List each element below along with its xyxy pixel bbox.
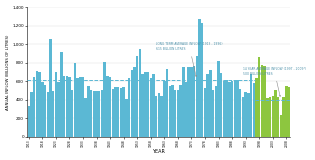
Bar <box>136 56 138 137</box>
Bar <box>55 72 57 137</box>
Bar <box>285 86 288 137</box>
Bar <box>272 96 274 137</box>
Bar <box>171 85 174 137</box>
Bar <box>266 98 269 137</box>
Bar <box>196 56 198 137</box>
Bar <box>36 71 38 137</box>
Bar <box>150 77 152 137</box>
Bar <box>163 81 166 137</box>
Bar <box>68 77 71 137</box>
Bar <box>76 77 79 137</box>
Bar <box>209 70 212 137</box>
Bar <box>114 87 117 137</box>
Bar <box>223 81 225 137</box>
Bar <box>93 91 95 137</box>
Bar <box>33 77 35 137</box>
Bar <box>117 87 119 137</box>
Bar <box>217 61 220 137</box>
Bar <box>87 86 90 137</box>
Bar <box>47 92 49 137</box>
Bar <box>282 97 285 137</box>
Bar <box>261 64 263 137</box>
Bar <box>231 81 233 137</box>
Bar <box>57 82 60 137</box>
Bar <box>206 74 209 137</box>
Bar <box>90 90 92 137</box>
Bar <box>52 91 54 137</box>
Bar <box>30 92 33 137</box>
Bar <box>74 63 76 137</box>
Bar <box>133 67 136 137</box>
Bar <box>236 80 239 137</box>
Bar <box>82 77 84 137</box>
Bar <box>253 83 255 137</box>
Bar <box>49 39 52 137</box>
Bar <box>193 66 195 137</box>
Bar <box>269 97 271 137</box>
Bar <box>255 77 258 137</box>
Bar <box>177 90 179 137</box>
Bar <box>131 70 133 137</box>
Bar <box>185 82 187 137</box>
Bar <box>187 67 190 137</box>
Bar <box>41 82 43 137</box>
Bar <box>277 97 279 137</box>
Bar <box>242 97 244 137</box>
Bar <box>95 91 98 137</box>
Bar <box>263 66 266 137</box>
Bar <box>141 74 144 137</box>
Bar <box>106 76 109 137</box>
Bar <box>79 77 82 137</box>
Bar <box>28 106 30 137</box>
Bar <box>120 88 122 137</box>
Bar <box>201 23 203 137</box>
Bar <box>44 85 46 137</box>
Bar <box>198 19 201 137</box>
Bar <box>160 96 163 137</box>
Bar <box>226 80 228 137</box>
Bar <box>274 91 277 137</box>
Bar <box>63 76 65 137</box>
Bar <box>182 67 185 137</box>
Bar <box>169 86 171 137</box>
Bar <box>125 99 128 137</box>
Bar <box>179 85 182 137</box>
Bar <box>258 57 261 137</box>
Bar <box>234 80 236 137</box>
Bar <box>228 82 231 137</box>
Bar <box>123 87 125 137</box>
Bar <box>155 96 158 137</box>
Bar <box>288 87 290 137</box>
Bar <box>190 67 193 137</box>
Bar <box>144 72 146 137</box>
Bar <box>109 77 111 137</box>
Bar <box>139 49 141 137</box>
Bar <box>204 88 206 137</box>
Text: 14 YEAR AVERAGE INFLOW (1997 - 2009*)
500 BILLION LITRES: 14 YEAR AVERAGE INFLOW (1997 - 2009*) 50… <box>243 67 306 96</box>
Bar <box>101 90 103 137</box>
Bar <box>147 72 149 137</box>
Bar <box>174 91 176 137</box>
Bar <box>247 93 249 137</box>
Bar <box>128 77 130 137</box>
Bar <box>66 76 68 137</box>
Bar <box>38 72 41 137</box>
Y-axis label: ANNUAL INFLOW (BILLIONS OF LITRES): ANNUAL INFLOW (BILLIONS OF LITRES) <box>6 34 9 110</box>
Bar <box>152 74 155 137</box>
Bar <box>84 98 87 137</box>
Bar <box>244 92 247 137</box>
X-axis label: YEAR: YEAR <box>152 149 165 154</box>
Bar <box>158 93 160 137</box>
Bar <box>220 73 222 137</box>
Bar <box>112 89 114 137</box>
Bar <box>98 91 100 137</box>
Bar <box>280 115 282 137</box>
Bar <box>212 91 214 137</box>
Bar <box>103 62 106 137</box>
Bar <box>239 89 241 137</box>
Bar <box>250 74 252 137</box>
Bar <box>71 91 73 137</box>
Bar <box>166 69 168 137</box>
Bar <box>215 86 217 137</box>
Text: LONG TERM AVERAGE INFLOW (1913 - 1996)
615 BILLION LITRES: LONG TERM AVERAGE INFLOW (1913 - 1996) 6… <box>156 43 223 76</box>
